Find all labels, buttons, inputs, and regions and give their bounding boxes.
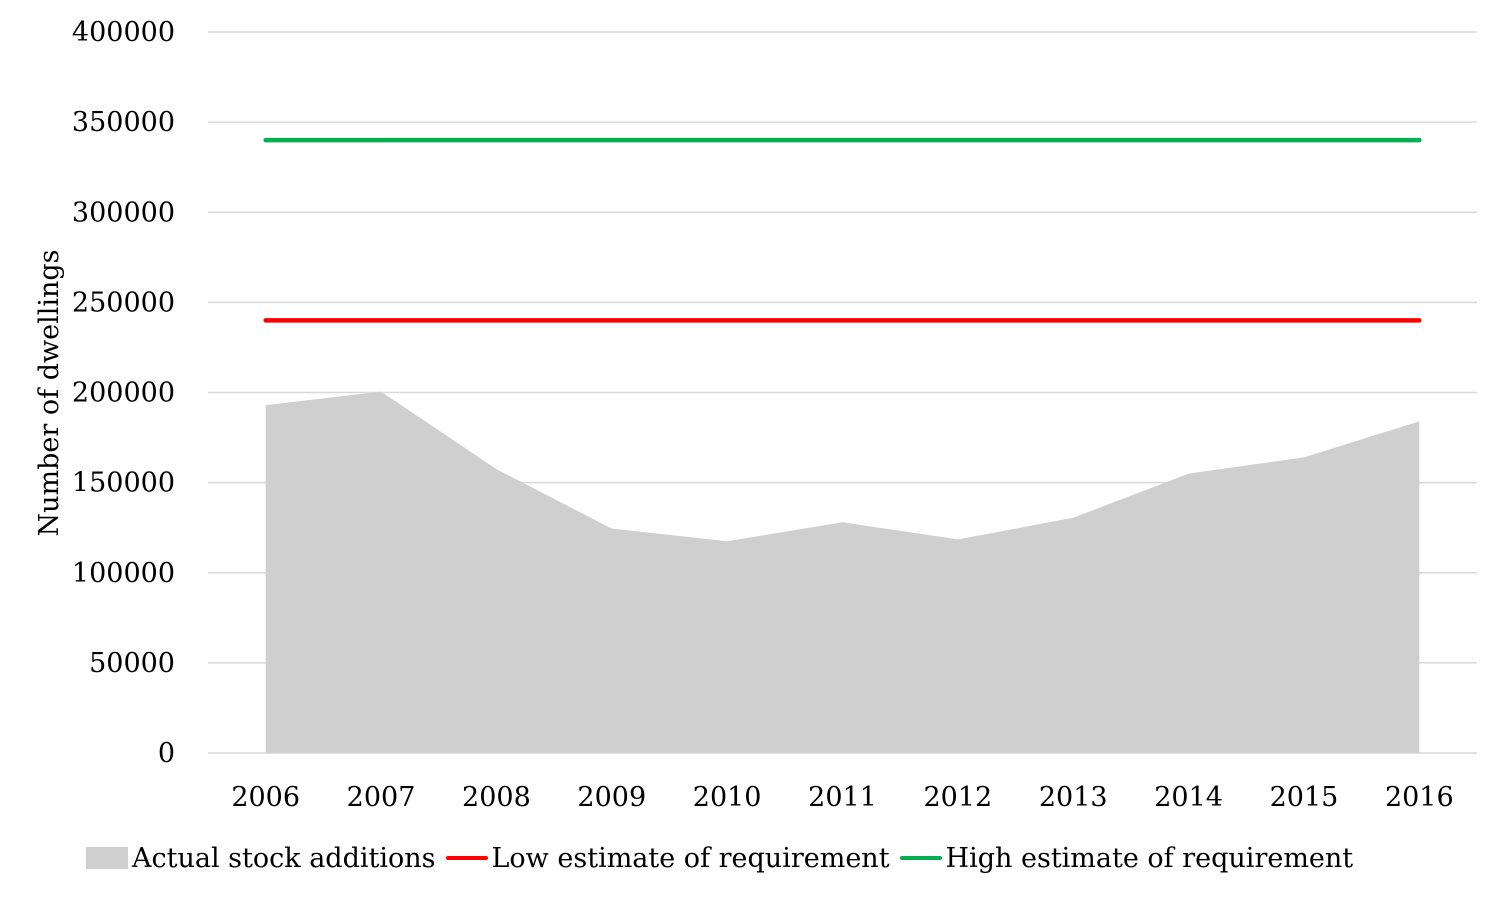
legend: Actual stock additions Low estimate of r… bbox=[86, 838, 1363, 878]
area-actual-stock-additions bbox=[265, 391, 1420, 753]
x-tick-label: 2016 bbox=[1385, 782, 1454, 813]
y-tick-label: 300000 bbox=[72, 197, 175, 228]
x-tick-label: 2014 bbox=[1154, 782, 1223, 813]
legend-label-low: Low estimate of requirement bbox=[491, 842, 890, 874]
y-axis-ticks: 0 50000 100000 150000 200000 250000 300000 3500… bbox=[72, 17, 175, 769]
y-axis-title: Number of dwellings bbox=[34, 249, 65, 536]
x-tick-label: 2012 bbox=[924, 782, 993, 813]
legend-item-high: High estimate of requirement bbox=[899, 842, 1354, 874]
y-tick-label: 100000 bbox=[72, 558, 175, 589]
x-tick-label: 2015 bbox=[1270, 782, 1339, 813]
line-series-layer bbox=[263, 137, 1422, 323]
x-tick-label: 2007 bbox=[347, 782, 416, 813]
x-tick-label: 2008 bbox=[462, 782, 531, 813]
x-tick-label: 2006 bbox=[231, 782, 300, 813]
x-tick-label: 2013 bbox=[1039, 782, 1108, 813]
y-tick-label: 150000 bbox=[72, 468, 175, 499]
y-tick-label: 200000 bbox=[72, 378, 175, 409]
legend-item-low: Low estimate of requirement bbox=[445, 842, 890, 874]
y-tick-label: 350000 bbox=[72, 107, 175, 138]
x-tick-label: 2010 bbox=[693, 782, 762, 813]
x-tick-label: 2011 bbox=[808, 782, 877, 813]
y-tick-label: 400000 bbox=[72, 17, 175, 48]
y-tick-label: 50000 bbox=[89, 648, 175, 679]
legend-label-high: High estimate of requirement bbox=[945, 842, 1354, 874]
legend-swatch-high-line bbox=[899, 856, 942, 860]
area-series-layer bbox=[265, 391, 1420, 753]
x-tick-label: 2009 bbox=[577, 782, 646, 813]
legend-label-actual: Actual stock additions bbox=[132, 842, 436, 874]
legend-item-actual: Actual stock additions bbox=[86, 843, 436, 874]
legend-swatch-area bbox=[86, 847, 128, 869]
legend-swatch-low-line bbox=[445, 856, 488, 860]
x-axis-ticks: 2006 2007 2008 2009 2010 2011 2012 2013 2014 2015… bbox=[231, 782, 1453, 813]
y-tick-label: 250000 bbox=[72, 287, 175, 318]
y-tick-label: 0 bbox=[158, 738, 175, 769]
